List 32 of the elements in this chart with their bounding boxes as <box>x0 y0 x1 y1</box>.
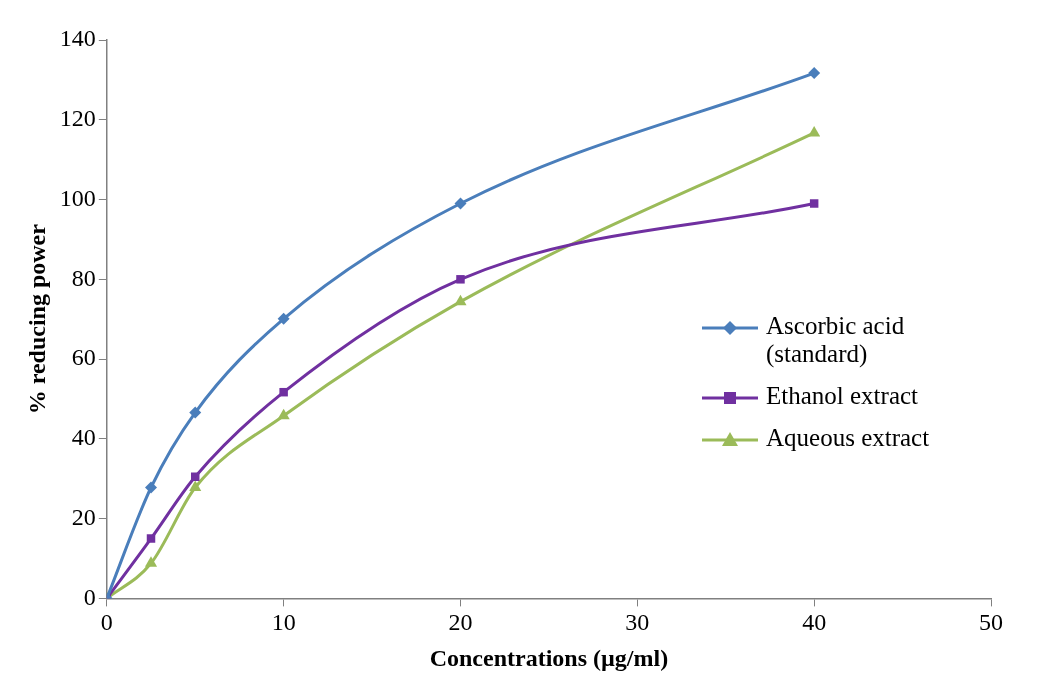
y-tick-label: 80 <box>71 264 96 291</box>
point <box>189 406 202 419</box>
x-tick-label: 50 <box>979 609 1003 636</box>
x-tick-label: 20 <box>448 609 473 636</box>
x-tick-label: 30 <box>625 609 650 636</box>
point <box>808 67 821 80</box>
point <box>144 556 158 567</box>
y-tick-label: 120 <box>59 105 96 132</box>
point <box>454 197 467 210</box>
point <box>189 480 202 492</box>
y-tick-label: 40 <box>71 424 96 451</box>
y-tick-label: 100 <box>59 184 96 211</box>
point <box>277 312 290 325</box>
x-tick-label: 40 <box>802 609 827 636</box>
point <box>809 199 819 208</box>
x-tick-label: 0 <box>100 609 113 636</box>
x-tick-label: 10 <box>271 609 296 636</box>
y-tick-label: 0 <box>83 583 96 610</box>
y-tick-label: 60 <box>71 344 96 371</box>
y-tick-label: 20 <box>71 503 96 530</box>
legend-label: Aqueous extract <box>766 424 931 452</box>
y-axis-title: % reducing power <box>23 223 50 415</box>
point <box>277 408 290 420</box>
point <box>279 387 288 397</box>
point <box>146 534 156 543</box>
point <box>145 481 158 494</box>
legend-label: Ethanol extract <box>766 382 919 410</box>
point <box>456 275 465 284</box>
y-tick-label: 140 <box>59 25 96 52</box>
legend-label: Ascorbic acid (standard) <box>766 312 906 368</box>
x-axis-title: Concentrations (µg/ml) <box>429 644 669 671</box>
point <box>454 294 467 306</box>
